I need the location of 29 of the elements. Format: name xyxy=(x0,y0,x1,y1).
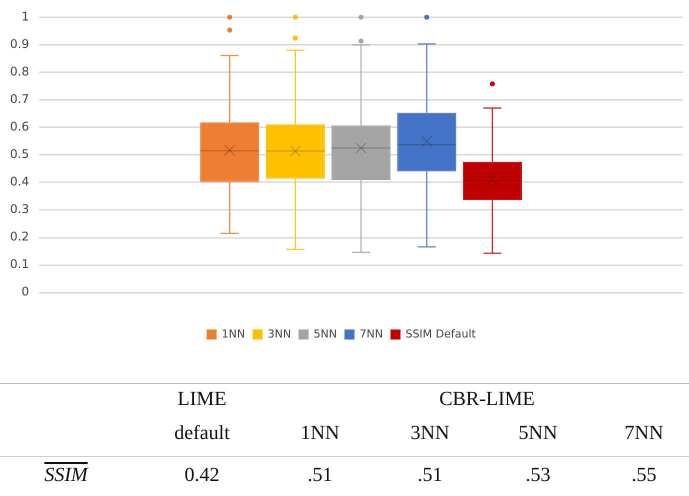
y-tick-label: 0.6 xyxy=(10,119,30,134)
y-tick-label: 0.3 xyxy=(10,202,30,216)
y-tick-label: 0.2 xyxy=(10,230,30,244)
legend-label: SSIM Default xyxy=(405,327,477,340)
text: 0.42 xyxy=(184,464,220,487)
y-tick-label: 0.8 xyxy=(10,64,30,78)
text: default xyxy=(174,422,230,445)
text: CBR-LIME xyxy=(439,388,535,411)
text: .55 xyxy=(632,464,656,487)
legend-label: 3NN xyxy=(268,327,292,340)
text: LIME xyxy=(178,388,226,411)
y-tick-label: 0.7 xyxy=(10,92,30,106)
text: 3NN xyxy=(410,422,450,445)
text: .51 xyxy=(308,464,332,487)
text: .51 xyxy=(418,464,442,487)
y-tick-label: 1 xyxy=(21,9,30,24)
text: 7NN xyxy=(624,422,664,445)
legend-label: 1NN xyxy=(222,327,246,340)
y-tick-label: 0.5 xyxy=(10,147,30,162)
y-tick-label: 0.1 xyxy=(10,257,30,272)
text: 5NN xyxy=(518,422,558,445)
y-tick-label: 0 xyxy=(21,284,30,299)
y-tick-label: 0.4 xyxy=(10,174,30,189)
legend-label: 7NN xyxy=(360,327,383,340)
text: 1NN xyxy=(300,422,340,445)
legend-label: 5NN xyxy=(314,327,338,340)
y-tick-label: 0.9 xyxy=(10,36,30,51)
text: .53 xyxy=(526,464,550,487)
text: SSIM xyxy=(44,464,88,487)
